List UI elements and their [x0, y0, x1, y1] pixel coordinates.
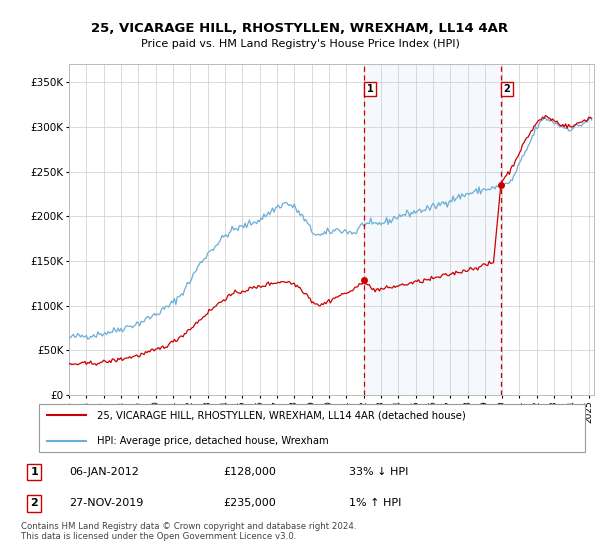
Text: 33% ↓ HPI: 33% ↓ HPI — [349, 467, 408, 477]
FancyBboxPatch shape — [39, 404, 585, 452]
Text: £235,000: £235,000 — [223, 498, 276, 508]
Text: HPI: Average price, detached house, Wrexham: HPI: Average price, detached house, Wrex… — [97, 436, 328, 446]
Bar — [364, 64, 501, 395]
Text: Contains HM Land Registry data © Crown copyright and database right 2024.
This d: Contains HM Land Registry data © Crown c… — [21, 522, 356, 541]
Text: 1: 1 — [367, 84, 373, 94]
Text: Price paid vs. HM Land Registry's House Price Index (HPI): Price paid vs. HM Land Registry's House … — [140, 39, 460, 49]
Text: 25, VICARAGE HILL, RHOSTYLLEN, WREXHAM, LL14 4AR (detached house): 25, VICARAGE HILL, RHOSTYLLEN, WREXHAM, … — [97, 410, 466, 421]
Text: 2: 2 — [503, 84, 510, 94]
Text: 25, VICARAGE HILL, RHOSTYLLEN, WREXHAM, LL14 4AR: 25, VICARAGE HILL, RHOSTYLLEN, WREXHAM, … — [91, 22, 509, 35]
Text: £128,000: £128,000 — [223, 467, 276, 477]
Text: 2: 2 — [31, 498, 38, 508]
Text: 06-JAN-2012: 06-JAN-2012 — [70, 467, 139, 477]
Text: 1: 1 — [31, 467, 38, 477]
Text: 27-NOV-2019: 27-NOV-2019 — [70, 498, 143, 508]
Text: 1% ↑ HPI: 1% ↑ HPI — [349, 498, 401, 508]
